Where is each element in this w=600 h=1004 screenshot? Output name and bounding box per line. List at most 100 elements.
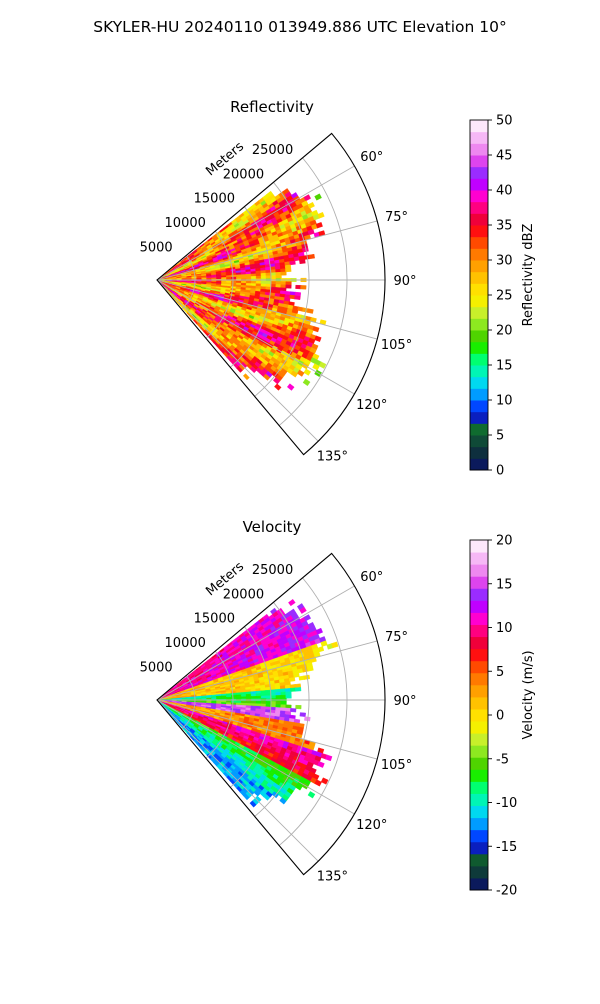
colorbar-tick-label: 50	[496, 114, 513, 129]
colorbar-tick-label: -20	[496, 884, 517, 899]
colorbar-swatch	[470, 624, 488, 637]
colorbar-swatch	[470, 178, 488, 190]
reflectivity-colorbar-label: Reflectivity dBZ	[521, 224, 536, 327]
colorbar-swatch	[470, 709, 488, 722]
field-cell	[325, 755, 332, 761]
figure-title: SKYLER-HU 20240110 013949.886 UTC Elevat…	[93, 18, 507, 36]
azimuth-tick-label: 75°	[385, 210, 408, 225]
field-cell	[286, 705, 292, 709]
colorbar-tick-label: 0	[496, 709, 504, 724]
colorbar-swatch	[470, 866, 488, 879]
colorbar-swatch	[470, 661, 488, 674]
colorbar-swatch	[470, 143, 488, 155]
colorbar-swatch	[470, 733, 488, 746]
colorbar-swatch	[470, 272, 488, 284]
colorbar-swatch	[470, 649, 488, 662]
azimuth-tick-label: 75°	[385, 630, 408, 645]
colorbar-swatch	[470, 412, 488, 424]
field-cell	[295, 687, 301, 691]
colorbar-swatch	[470, 540, 488, 553]
colorbar-tick-label: 40	[496, 184, 513, 199]
colorbar-swatch	[470, 377, 488, 389]
azimuth-tick-label: 120°	[356, 398, 387, 413]
colorbar-swatch	[470, 612, 488, 625]
colorbar-swatch	[470, 878, 488, 891]
colorbar-tick-label: -10	[496, 796, 517, 811]
colorbar-swatch	[470, 120, 488, 132]
field-cell	[288, 599, 295, 606]
colorbar-tick-label: 15	[496, 577, 513, 592]
range-tick-label: 25000	[252, 563, 293, 578]
colorbar-swatch	[470, 842, 488, 855]
field-cell	[289, 677, 295, 681]
colorbar-swatch	[470, 854, 488, 867]
colorbar-swatch	[470, 202, 488, 214]
field-cell	[300, 285, 306, 289]
field-cell	[300, 713, 306, 717]
colorbar-tick-label: 5	[496, 665, 504, 680]
range-tick-label: 20000	[223, 587, 264, 602]
colorbar-swatch	[470, 721, 488, 734]
field-cell	[303, 379, 310, 386]
range-tick-label: 10000	[165, 636, 206, 651]
field-cell	[286, 695, 292, 698]
colorbar-swatch	[470, 190, 488, 202]
colorbar-swatch	[470, 793, 488, 806]
azimuth-tick-label: 135°	[317, 449, 348, 464]
colorbar-swatch	[470, 248, 488, 260]
field-cell	[309, 254, 315, 259]
field-cell	[290, 261, 296, 265]
colorbar-tick-label: 10	[496, 621, 513, 636]
colorbar-swatch	[470, 283, 488, 295]
colorbar-swatch	[470, 330, 488, 342]
azimuth-tick-label: 90°	[393, 694, 416, 709]
field-cell	[304, 369, 311, 376]
range-tick-label: 5000	[140, 661, 173, 676]
colorbar-swatch	[470, 365, 488, 377]
field-cell	[331, 642, 338, 648]
range-tick-label: 25000	[252, 143, 293, 158]
colorbar-swatch	[470, 781, 488, 794]
colorbar-tick-label: 15	[496, 359, 513, 374]
field-cell	[281, 702, 287, 705]
field-cell	[293, 673, 299, 677]
field-cell	[286, 692, 292, 696]
colorbar-swatch	[470, 237, 488, 249]
azimuth-tick-label: 105°	[381, 758, 412, 773]
colorbar-swatch	[470, 673, 488, 686]
colorbar-swatch	[470, 400, 488, 412]
colorbar-swatch	[470, 260, 488, 272]
field-cell	[243, 374, 249, 380]
colorbar-swatch	[470, 685, 488, 698]
colorbar-tick-label: 30	[496, 254, 513, 269]
velocity-colorbar-label: Velocity (m/s)	[521, 650, 536, 739]
colorbar-tick-label: -15	[496, 840, 517, 855]
range-tick-label: 5000	[140, 241, 173, 256]
colorbar-swatch	[470, 225, 488, 237]
field-cell	[299, 259, 305, 263]
field-cell	[308, 791, 315, 798]
colorbar-tick-label: 0	[496, 464, 504, 479]
colorbar-tick-label: -5	[496, 752, 509, 767]
colorbar-swatch	[470, 388, 488, 400]
colorbar-swatch	[470, 423, 488, 435]
range-tick-label: 20000	[223, 167, 264, 182]
velocity-azimuth-ticks: 60°75°90°105°120°135°	[317, 570, 417, 884]
azimuth-tick-label: 60°	[360, 150, 383, 165]
colorbar-swatch	[470, 167, 488, 179]
reflectivity-azimuth-ticks: 60°75°90°105°120°135°	[317, 150, 417, 464]
field-cell	[287, 384, 294, 391]
colorbar-swatch	[470, 295, 488, 307]
range-tick-label: 10000	[165, 216, 206, 231]
colorbar-swatch	[470, 769, 488, 782]
field-cell	[294, 296, 300, 300]
colorbar-swatch	[470, 745, 488, 758]
range-tick-label: 15000	[194, 192, 235, 207]
colorbar-tick-label: 35	[496, 219, 513, 234]
field-cell	[274, 384, 281, 391]
field-cell	[313, 326, 320, 332]
field-cell	[315, 336, 322, 342]
